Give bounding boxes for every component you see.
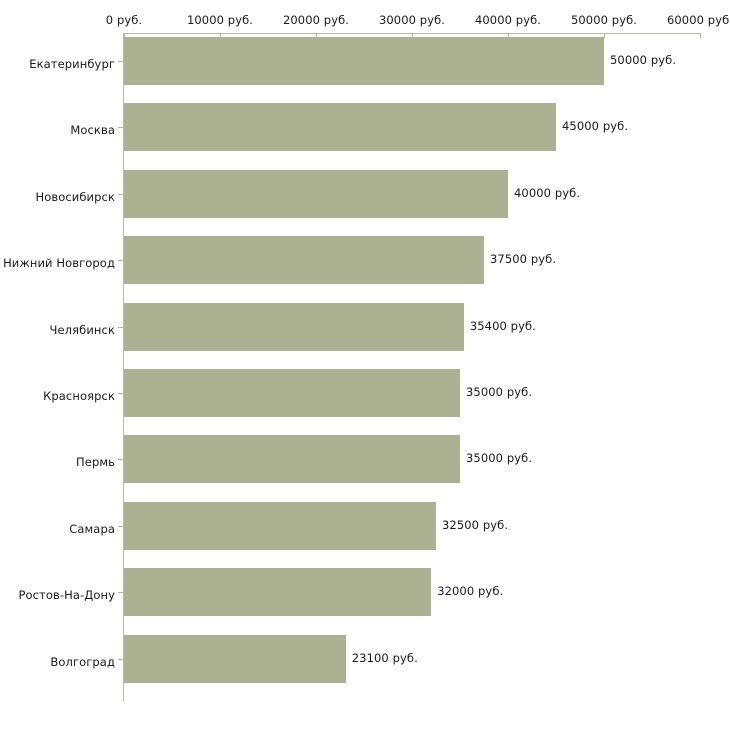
y-axis-tick — [118, 127, 123, 129]
y-axis-tick — [118, 193, 123, 195]
x-axis-tick-label: 10000 руб. — [186, 13, 254, 27]
bar-value-label: 50000 руб. — [610, 53, 677, 67]
bar-value-label: 32000 руб. — [437, 584, 504, 599]
y-axis-tick — [118, 525, 123, 527]
bar[interactable] — [124, 37, 604, 85]
y-axis-tick — [118, 61, 123, 62]
x-axis-tick-label: 30000 руб. — [378, 13, 446, 27]
bar[interactable] — [124, 302, 464, 351]
category-label-wrap: Ростов-На-Дону — [0, 584, 115, 603]
category-label: Нижний Новгород — [3, 256, 115, 271]
category-label-wrap: Екатеринбург — [0, 53, 115, 72]
bar[interactable] — [124, 169, 508, 218]
category-label-wrap: Москва — [0, 119, 115, 138]
category-label-wrap: Нижний Новгород — [0, 252, 115, 271]
bar-value-label: 35400 руб. — [469, 318, 536, 333]
bar-value-label: 23100 руб. — [351, 650, 418, 665]
x-axis-tick-label: 50000 руб. — [570, 13, 638, 27]
x-axis-tick — [508, 33, 509, 38]
y-axis-tick — [118, 459, 123, 461]
x-axis-tick — [604, 33, 605, 38]
category-label: Москва — [70, 123, 115, 138]
y-axis-line — [123, 33, 124, 701]
bar[interactable] — [124, 236, 484, 285]
category-label-wrap: Самара — [0, 518, 115, 537]
category-label: Пермь — [76, 455, 115, 470]
bar[interactable] — [124, 435, 460, 484]
x-axis-tick-label: 60000 руб. — [666, 13, 730, 27]
x-axis-tick — [124, 33, 125, 38]
x-axis-tick-label: 0 руб. — [105, 13, 143, 27]
category-label-wrap: Челябинск — [0, 319, 115, 338]
y-axis-tick — [118, 658, 123, 660]
bar[interactable] — [124, 369, 460, 417]
x-axis-tick — [220, 33, 221, 38]
bar-value-label: 40000 руб. — [514, 185, 581, 200]
category-label: Новосибирск — [35, 189, 115, 204]
bar-value-label: 37500 руб. — [490, 252, 557, 267]
bar-value-label: 35000 руб. — [466, 385, 533, 399]
category-label: Екатеринбург — [29, 57, 115, 71]
bar-value-label: 32500 руб. — [442, 517, 509, 532]
x-axis-tick — [412, 33, 413, 38]
category-label: Ростов-На-Дону — [18, 588, 115, 603]
y-axis-tick — [118, 326, 123, 328]
bar[interactable] — [124, 568, 432, 617]
bar[interactable] — [124, 634, 346, 683]
x-axis-tick-label: 20000 руб. — [282, 13, 350, 27]
category-label-wrap: Пермь — [0, 451, 115, 470]
y-axis-tick — [118, 592, 123, 594]
category-label-wrap: Волгоград — [0, 651, 115, 670]
category-label-wrap: Красноярск — [0, 385, 115, 404]
bar[interactable] — [124, 103, 556, 152]
category-label: Самара — [69, 521, 115, 536]
category-label: Челябинск — [49, 322, 115, 337]
category-label: Волгоград — [50, 654, 115, 669]
bar-value-label: 45000 руб. — [562, 119, 629, 134]
y-axis-tick — [118, 260, 123, 262]
bar[interactable] — [124, 501, 436, 550]
category-label-wrap: Новосибирск — [0, 186, 115, 205]
x-axis-tick — [700, 33, 701, 38]
x-axis-tick-label: 40000 руб. — [474, 13, 542, 27]
x-axis-tick — [316, 33, 317, 38]
y-axis-tick — [118, 393, 123, 394]
bar-value-label: 35000 руб. — [466, 451, 533, 466]
category-label: Красноярск — [43, 389, 115, 403]
